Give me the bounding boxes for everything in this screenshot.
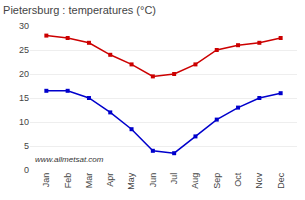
svg-text:Apr: Apr [105,173,115,187]
svg-text:20: 20 [19,69,29,79]
svg-text:Pietersburg : temperatures (°C: Pietersburg : temperatures (°C) [3,4,156,16]
svg-text:Dec: Dec [276,172,286,189]
svg-text:Mar: Mar [84,173,94,189]
svg-text:Jan: Jan [41,173,51,188]
svg-text:Jun: Jun [148,173,158,188]
svg-text:15: 15 [19,93,29,103]
svg-text:Sep: Sep [212,173,222,189]
svg-text:Nov: Nov [254,172,264,189]
svg-text:25: 25 [19,45,29,55]
svg-text:0: 0 [24,165,29,175]
svg-text:10: 10 [19,117,29,127]
svg-text:Oct: Oct [233,172,243,187]
svg-text:Jul: Jul [169,173,179,185]
svg-text:Aug: Aug [190,173,200,189]
svg-text:5: 5 [24,141,29,151]
svg-text:May: May [126,172,136,190]
svg-text:30: 30 [19,21,29,31]
svg-text:www.allmetsat.com: www.allmetsat.com [35,155,104,164]
svg-text:Feb: Feb [63,173,73,189]
